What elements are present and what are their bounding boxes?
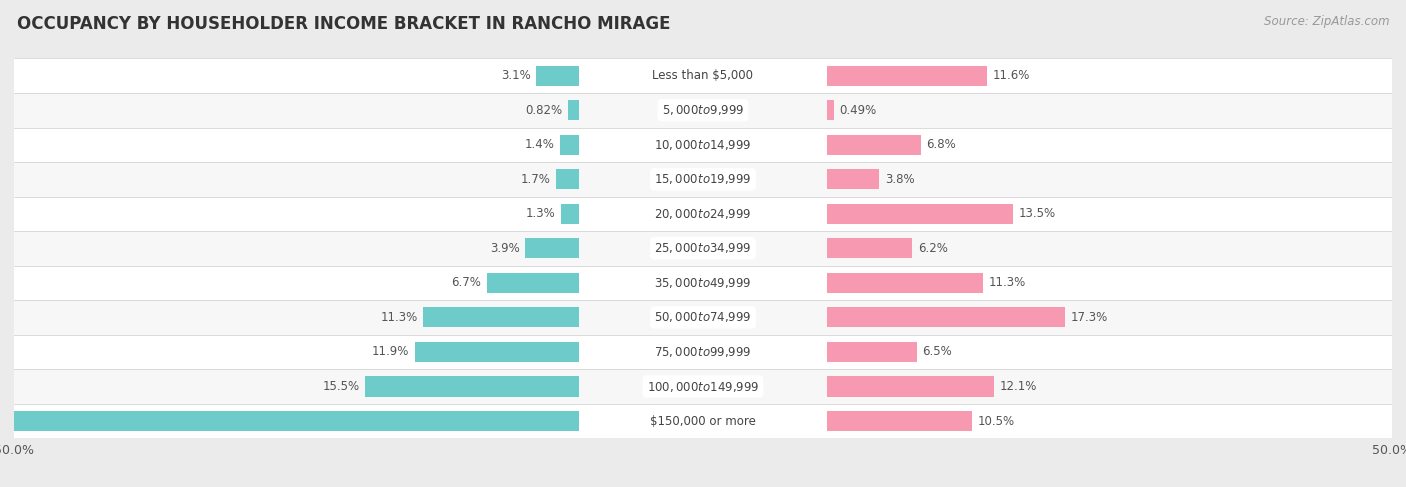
FancyBboxPatch shape (0, 197, 1406, 231)
Text: $100,000 to $149,999: $100,000 to $149,999 (647, 379, 759, 393)
Bar (0, 411, 579, 431)
Text: 6.2%: 6.2% (918, 242, 948, 255)
Bar (827, 238, 912, 259)
FancyBboxPatch shape (0, 335, 1406, 369)
FancyBboxPatch shape (0, 404, 1406, 438)
FancyBboxPatch shape (0, 231, 1406, 265)
Text: $10,000 to $14,999: $10,000 to $14,999 (654, 138, 752, 152)
Text: $15,000 to $19,999: $15,000 to $19,999 (654, 172, 752, 187)
Bar (827, 169, 879, 189)
Text: $25,000 to $34,999: $25,000 to $34,999 (654, 242, 752, 255)
Bar (827, 66, 987, 86)
Text: 1.4%: 1.4% (524, 138, 554, 151)
Bar (486, 273, 579, 293)
Text: 12.1%: 12.1% (1000, 380, 1036, 393)
Bar (827, 204, 1012, 224)
Bar (536, 66, 579, 86)
Text: OCCUPANCY BY HOUSEHOLDER INCOME BRACKET IN RANCHO MIRAGE: OCCUPANCY BY HOUSEHOLDER INCOME BRACKET … (17, 15, 671, 33)
FancyBboxPatch shape (0, 369, 1406, 404)
Text: 17.3%: 17.3% (1071, 311, 1108, 324)
Bar (415, 342, 579, 362)
Bar (423, 307, 579, 327)
Text: 1.7%: 1.7% (520, 173, 550, 186)
Text: 6.5%: 6.5% (922, 345, 952, 358)
Text: 1.3%: 1.3% (526, 207, 555, 220)
Text: 3.9%: 3.9% (491, 242, 520, 255)
Text: $5,000 to $9,999: $5,000 to $9,999 (662, 103, 744, 117)
FancyBboxPatch shape (0, 265, 1406, 300)
Text: 11.6%: 11.6% (993, 69, 1029, 82)
Bar (827, 411, 972, 431)
Text: $75,000 to $99,999: $75,000 to $99,999 (654, 345, 752, 359)
Text: $35,000 to $49,999: $35,000 to $49,999 (654, 276, 752, 290)
Bar (555, 169, 579, 189)
Text: 6.8%: 6.8% (927, 138, 956, 151)
Text: 13.5%: 13.5% (1018, 207, 1056, 220)
FancyBboxPatch shape (0, 58, 1406, 93)
Text: 10.5%: 10.5% (977, 414, 1014, 428)
Bar (526, 238, 579, 259)
Text: 3.8%: 3.8% (884, 173, 914, 186)
Bar (827, 342, 917, 362)
Bar (560, 135, 579, 155)
Bar (827, 273, 983, 293)
Text: 11.3%: 11.3% (988, 277, 1025, 289)
Bar (366, 376, 579, 396)
Bar (568, 100, 579, 120)
Bar (827, 307, 1066, 327)
Bar (561, 204, 579, 224)
Bar (827, 100, 834, 120)
Text: 15.5%: 15.5% (323, 380, 360, 393)
Text: 11.3%: 11.3% (381, 311, 418, 324)
FancyBboxPatch shape (0, 128, 1406, 162)
Text: $20,000 to $24,999: $20,000 to $24,999 (654, 207, 752, 221)
Text: $50,000 to $74,999: $50,000 to $74,999 (654, 310, 752, 324)
Text: Less than $5,000: Less than $5,000 (652, 69, 754, 82)
FancyBboxPatch shape (0, 300, 1406, 335)
Text: 3.1%: 3.1% (501, 69, 531, 82)
Text: $150,000 or more: $150,000 or more (650, 414, 756, 428)
Text: 11.9%: 11.9% (373, 345, 409, 358)
Bar (827, 135, 921, 155)
FancyBboxPatch shape (0, 93, 1406, 128)
Text: 0.49%: 0.49% (839, 104, 876, 117)
FancyBboxPatch shape (0, 162, 1406, 197)
Bar (827, 376, 994, 396)
Text: 0.82%: 0.82% (524, 104, 562, 117)
Text: Source: ZipAtlas.com: Source: ZipAtlas.com (1264, 15, 1389, 28)
Text: 6.7%: 6.7% (451, 277, 481, 289)
